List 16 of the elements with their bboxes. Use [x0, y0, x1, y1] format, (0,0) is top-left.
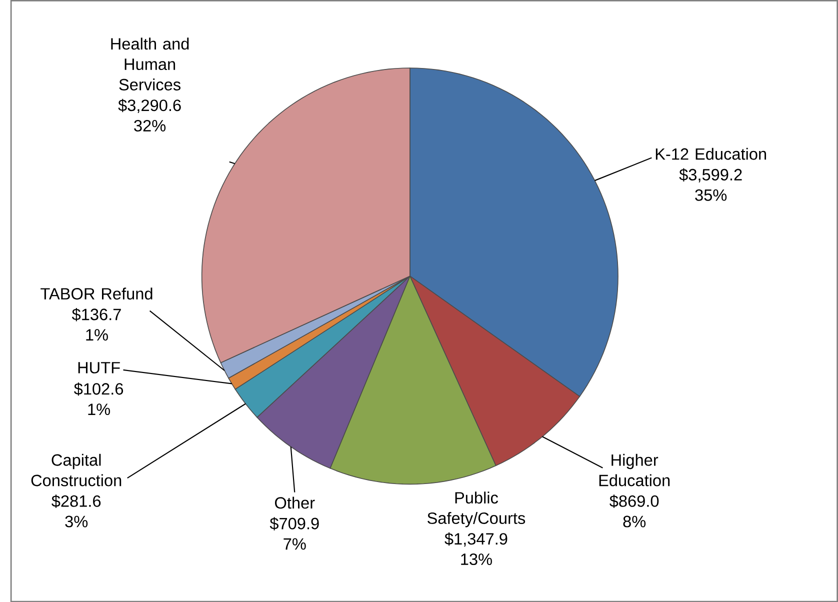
slice-label: Health and Human Services: [111, 38, 189, 90]
slice-label: Public Safety/Courts: [428, 492, 526, 528]
slice-label: TABOR Refund: [40, 288, 152, 300]
data-label: $869.0 8%: [610, 494, 659, 528]
data-label: $3,599.2 35%: [679, 168, 742, 201]
data-label: $281.6 3%: [52, 494, 101, 528]
slice-label: Higher Education: [599, 454, 670, 486]
slice-label: K-12 Education: [656, 148, 766, 160]
data-label: $1,347.9 13%: [444, 532, 508, 565]
data-label: $709.9 7%: [270, 517, 319, 550]
slice-label: Capital Construction: [31, 454, 122, 486]
data-label: $136.7 1%: [72, 308, 121, 340]
slice-label: Other: [275, 496, 315, 509]
data-label: $3,290.6 32%: [118, 98, 181, 132]
slice-label: HUTF: [78, 362, 120, 374]
data-label: $102.6 1%: [74, 382, 124, 415]
